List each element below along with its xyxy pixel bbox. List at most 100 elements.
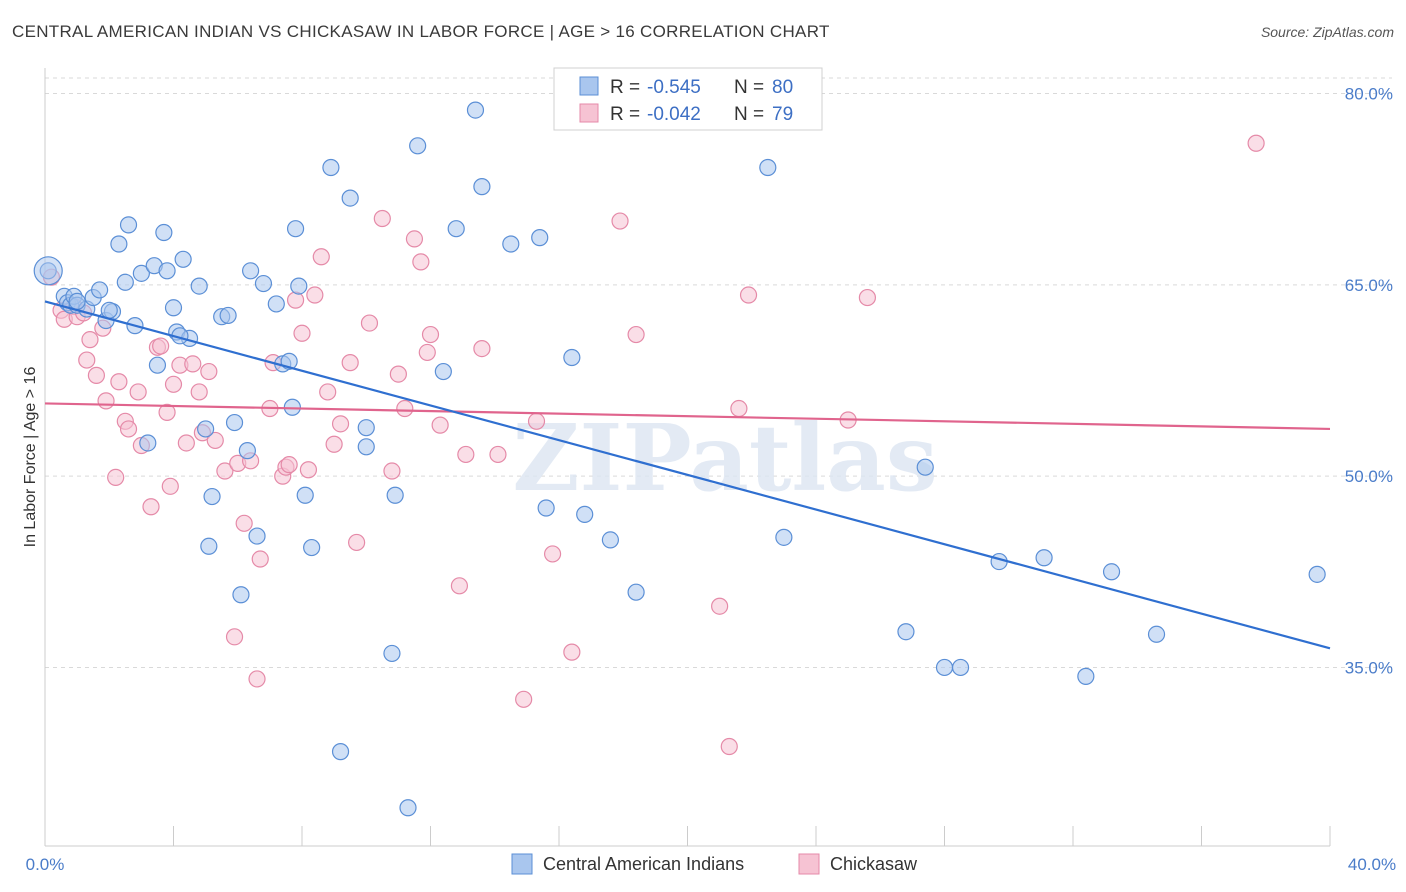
chickasaw-point [341,354,359,372]
chickasaw-trend-line [44,402,1331,431]
chickasaw-point [129,383,147,401]
chickasaw-point [611,212,629,230]
grid-lines [45,77,1392,668]
x-tick-label-min: 0.0% [26,855,65,874]
y-tick-label: 35.0% [1345,658,1393,677]
chickasaw-point [306,286,324,304]
central-american-indians-point [502,235,520,253]
central-american-indians-point [951,658,970,677]
chickasaw-point [418,343,436,362]
central-american-indians-point [383,644,401,663]
central-american-indians-point [286,220,305,238]
central-american-indians-point [100,301,118,319]
central-american-indians-point [164,299,183,317]
chickasaw-point [473,339,491,358]
central-american-indians-point [139,434,157,452]
x-tick-label-max: 40.0% [1348,855,1396,874]
chart-title: CENTRAL AMERICAN INDIAN VS CHICKASAW IN … [12,22,830,41]
central-american-indians-point [91,281,109,299]
central-american-indians-point [357,419,375,437]
central-american-indians-point [254,274,273,293]
central-american-indians-point [33,256,63,286]
y-tick-label: 80.0% [1345,85,1393,104]
central-american-indians-point [1102,563,1121,581]
chickasaw-point [720,737,738,756]
central-american-indians-point [116,273,134,291]
chickasaw-point [373,209,391,228]
legend-swatch-blue [511,853,533,875]
legend-label-chickasaw: Chickasaw [830,854,918,874]
central-american-indians-point [232,586,250,604]
chickasaw-point [177,434,195,452]
chickasaw-point [286,291,305,309]
central-american-indians-point [627,583,645,601]
central-american-indians-point [203,487,221,506]
y-tick-label: 50.0% [1345,467,1393,486]
central-american-indians-point [775,528,793,546]
chart-source: Source: ZipAtlas.com [1260,24,1394,40]
central-american-indians-point [225,413,244,432]
y-tick-label: 65.0% [1345,276,1393,295]
legend-label-central-american-indians: Central American Indians [543,854,744,874]
stats-n-value-2: 79 [772,104,793,125]
chickasaw-point [200,362,218,381]
stats-swatch-blue [579,76,599,96]
chickasaw-point [389,365,407,383]
stats-r-label-1: R = [610,77,640,98]
chickasaw-point [412,253,430,271]
y-tick-labels: 80.0% 65.0% 50.0% 35.0% [1345,85,1393,678]
stats-n-label-1: N = [734,77,764,98]
chickasaw-point [730,399,748,418]
chickasaw-point [119,420,138,438]
chickasaw-point [383,462,401,480]
chickasaw-point [450,577,469,595]
central-american-indians-point [296,486,314,504]
central-american-indians-trend-line [44,300,1331,650]
central-american-indians-point [601,531,620,549]
chickasaw-point [563,643,581,661]
central-american-indians-point [197,420,215,438]
central-american-indians-point [434,362,452,381]
central-american-indians-point [897,623,915,641]
chickasaw-point [206,431,224,450]
stats-r-value-1: -0.545 [647,77,701,98]
central-american-indians-point [303,538,321,557]
y-axis-label: In Labor Force | Age > 16 [22,367,39,548]
central-american-indians-point [537,499,555,517]
central-american-indians-point [110,235,128,253]
central-american-indians-point [341,189,359,207]
chickasaw-point [216,462,234,480]
central-american-indians-point [576,505,594,523]
central-american-indians-point [466,101,485,119]
central-american-indians-point [563,348,581,367]
chickasaw-point [164,375,183,393]
chickasaw-point [161,477,179,495]
x-tick-marks [44,826,1331,846]
chickasaw-point [152,337,170,355]
central-american-indians-point [267,295,285,313]
chickasaw-point [515,690,533,708]
chickasaw-point [293,324,311,342]
central-american-indians-point [238,442,256,460]
chickasaw-point [81,331,99,349]
chickasaw-point [331,415,350,433]
chickasaw-point [396,399,414,418]
chickasaw-point [627,325,645,344]
legend-swatch-pink [798,853,820,875]
central-american-indians-point [158,262,176,280]
stats-box: R = -0.545 N = 80 R = -0.042 N = 79 [553,67,823,131]
central-american-indians-point [148,356,167,374]
central-american-indians-point [386,486,404,504]
central-american-indians-point [447,220,465,238]
central-american-indians-point [916,458,934,476]
trend-lines [44,300,1331,650]
chickasaw-point [858,288,877,307]
chickasaw-point [543,545,562,563]
chickasaw-point [251,550,269,568]
central-american-indians-point [190,277,208,295]
central-american-indians-point [1035,549,1053,567]
chickasaw-point [405,230,424,248]
chickasaw-point [235,514,253,532]
chickasaw-point [184,355,202,373]
